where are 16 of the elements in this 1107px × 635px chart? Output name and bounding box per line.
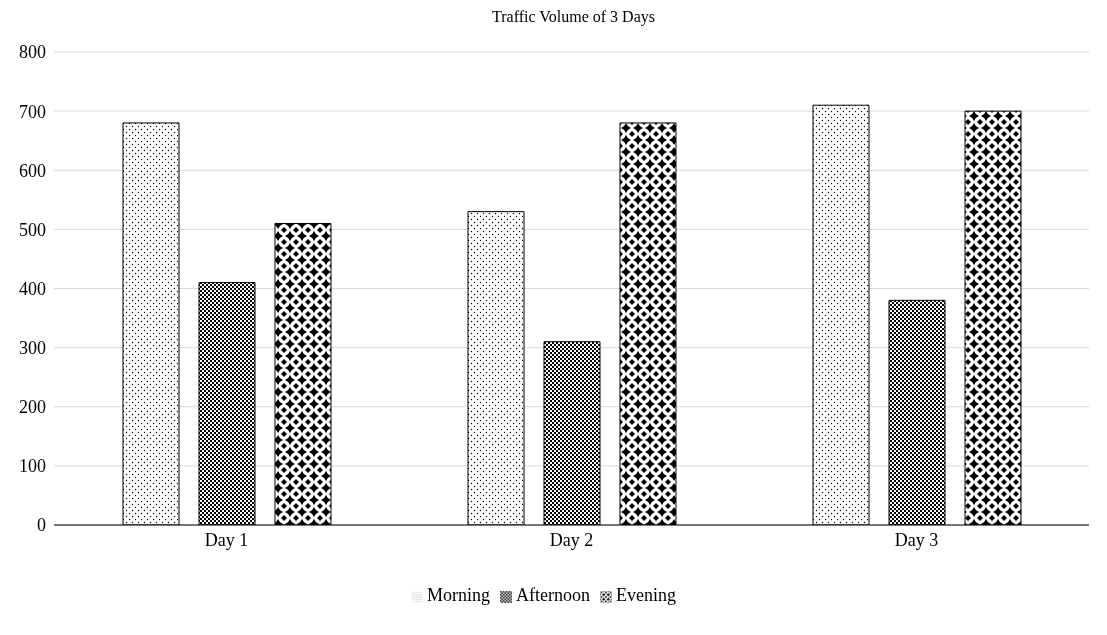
x-tick-label: Day 1: [204, 529, 249, 550]
legend-label: Afternoon: [516, 585, 590, 605]
y-tick-label: 500: [19, 219, 46, 240]
x-tick-label: Day 2: [549, 529, 594, 550]
x-tick-label: Day 3: [894, 529, 939, 550]
y-tick-label: 800: [19, 42, 46, 63]
legend-label: Evening: [615, 585, 676, 605]
legend-label: Morning: [427, 585, 490, 605]
y-tick-label: 200: [19, 397, 46, 418]
y-tick-label: 600: [19, 160, 46, 181]
chart-title: Traffic Volume of 3 Days: [491, 8, 656, 26]
y-tick-label: 400: [19, 278, 46, 299]
y-tick-label: 300: [19, 338, 46, 359]
y-tick-label: 0: [37, 515, 46, 536]
y-tick-label: 100: [19, 456, 46, 477]
y-tick-label: 700: [19, 101, 46, 122]
